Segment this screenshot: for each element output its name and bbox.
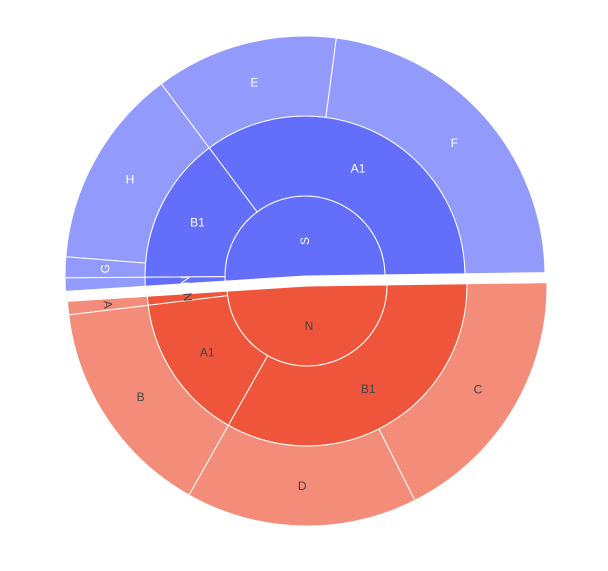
sunburst-label-s-root-a1-0: A1 (351, 161, 366, 175)
sunburst-label-s-root: S (298, 237, 312, 245)
sunburst-label-n-root: N (305, 319, 314, 333)
sunburst-label-n-root-b1-2: B1 (361, 382, 376, 396)
sunburst-label-s-root-b1-1-h-0: H (126, 172, 135, 186)
sunburst-label-s-root-a1-0-e-1: E (250, 76, 258, 90)
sunburst-label-s-root-n-2: N (178, 276, 192, 285)
sunburst-segment-n-root-b1-2-c-1[interactable] (378, 282, 548, 502)
sunburst-label-s-root-b1-1: B1 (190, 216, 205, 230)
sunburst-label-n-root-a1-1: A1 (200, 346, 215, 360)
sunburst-rings (64, 35, 548, 527)
sunburst-label-n-root-n-0: N (180, 292, 195, 302)
sunburst-label-n-root-b1-2-d-0: D (298, 479, 307, 493)
sunburst-label-s-root-a1-0-f-0: F (451, 136, 458, 150)
sunburst-label-n-root-n-0-a-0: A (101, 300, 116, 309)
sunburst-label-n-root-a1-1-b-0: B (137, 390, 145, 404)
sunburst-segment-s-root-a1-0-f-0[interactable] (325, 37, 546, 275)
sunburst-segment-s-root-n-2-blank-0[interactable] (64, 276, 146, 292)
sunburst-label-s-root-b1-1-g-1: G (98, 264, 112, 274)
sunburst-label-n-root-b1-2-c-1: C (474, 383, 483, 397)
